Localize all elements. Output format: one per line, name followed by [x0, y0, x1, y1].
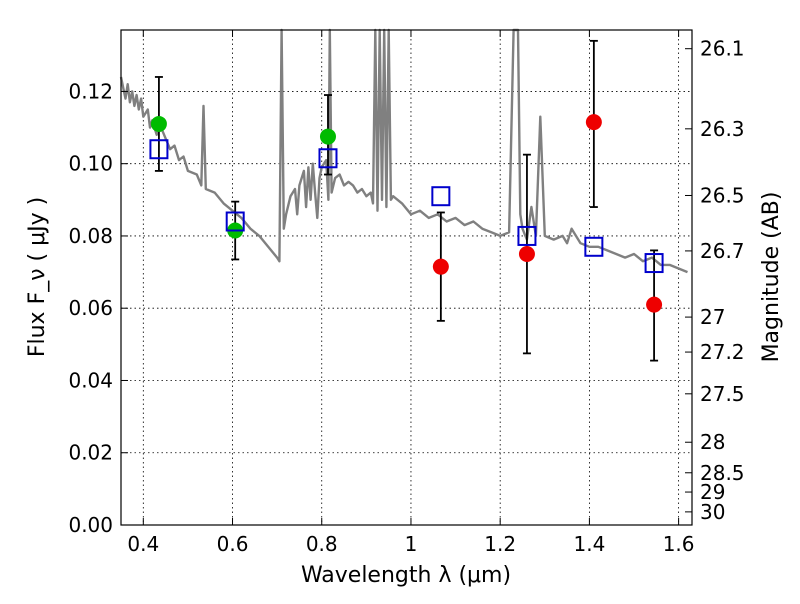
mag-tick-label: 26.7: [700, 239, 745, 263]
model-flux-box: [584, 236, 604, 257]
x-tick-label: 0.6: [217, 532, 249, 556]
mag-tick-label: 26.5: [700, 183, 745, 207]
mag-tick-label: 29: [700, 480, 725, 504]
model-flux-box: [149, 139, 169, 160]
x-axis-label: Wavelength λ (μm): [301, 563, 511, 588]
x-tick-label: 0.4: [127, 532, 159, 556]
mag-tick-label: 30: [700, 500, 725, 524]
model-flux-box: [318, 148, 338, 169]
model-spectrum-line: [119, 28, 688, 274]
mag-tick-label: 27: [700, 305, 725, 329]
model-flux-box: [517, 225, 537, 246]
x-tick-label: 1: [405, 532, 418, 556]
y-tick-label: 0.06: [68, 296, 113, 320]
flux-point: [432, 258, 449, 275]
model-flux-box: [225, 211, 245, 232]
x-tick-label: 1.6: [663, 532, 695, 556]
mag-tick-label: 27.5: [700, 382, 745, 406]
mag-tick-label: 28: [700, 430, 725, 454]
x-tick-label: 1.2: [484, 532, 516, 556]
model-flux-box: [431, 186, 451, 207]
mag-tick-label: 27.2: [700, 340, 745, 364]
x-tick-label: 1.4: [573, 532, 605, 556]
mag-tick-label: 26.3: [700, 117, 745, 141]
y-tick-label: 0.00: [68, 513, 113, 537]
y-tick-label: 0.10: [68, 152, 113, 176]
tick-label-layer: 0.4 0.6 0.8 1 1.2 1.4 1.6 0.00 0.02 0.04 0.06 0.08 0…: [68, 37, 744, 556]
data-point-layer: [149, 114, 664, 313]
flux-point: [150, 115, 167, 132]
grid-layer: [121, 30, 692, 525]
y-tick-label: 0.08: [68, 224, 113, 248]
flux-point: [319, 128, 336, 145]
flux-point: [518, 246, 535, 263]
flux-point: [646, 296, 663, 313]
plot-frame: [120, 29, 693, 526]
model-spectrum-layer: [119, 28, 688, 274]
x-tick-label: 0.8: [306, 532, 338, 556]
flux-point: [585, 114, 602, 131]
y-axis-label: Flux F_ν ( μJy ): [25, 197, 50, 357]
model-flux-box: [644, 253, 664, 274]
mag-tick-label: 26.1: [700, 37, 745, 61]
mag-tick-label: 28.5: [700, 461, 745, 485]
y-tick-label: 0.12: [68, 79, 113, 103]
tick-layer: [121, 30, 692, 526]
right-axis-label: Magnitude (AB): [759, 192, 784, 363]
y-tick-label: 0.04: [68, 368, 113, 392]
y-tick-label: 0.02: [68, 441, 113, 465]
